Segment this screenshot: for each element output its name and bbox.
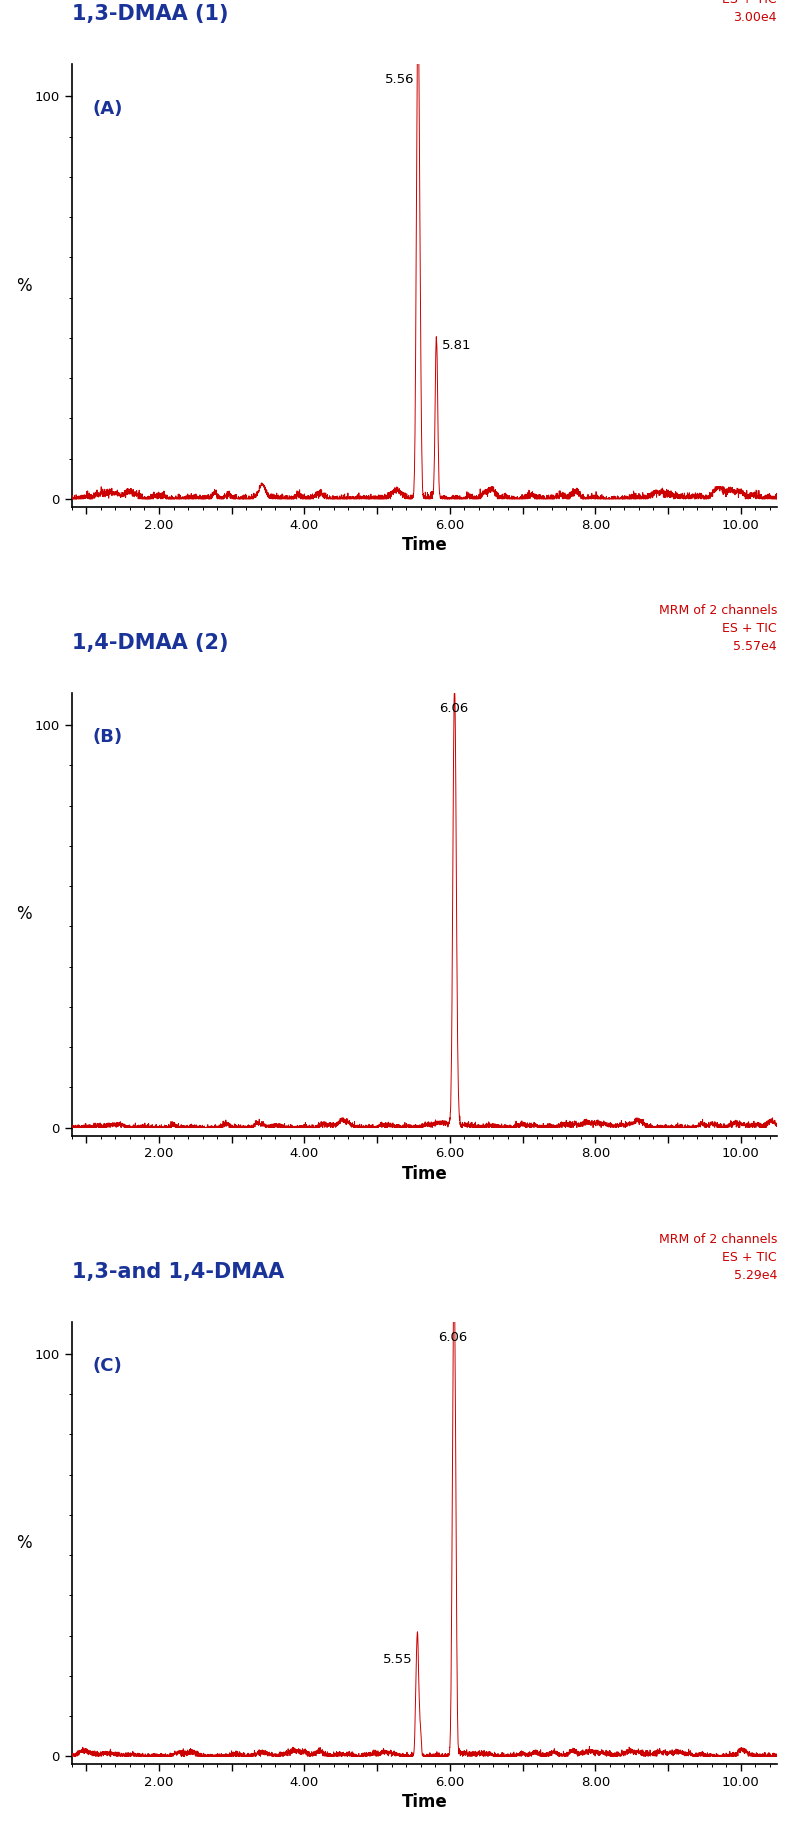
Text: 1,3-DMAA (1): 1,3-DMAA (1) xyxy=(72,4,228,24)
Text: 1,4-DMAA (2): 1,4-DMAA (2) xyxy=(72,633,228,653)
Text: 5.55: 5.55 xyxy=(383,1652,412,1665)
X-axis label: Time: Time xyxy=(402,536,447,554)
Y-axis label: %: % xyxy=(16,906,31,923)
Text: (C): (C) xyxy=(93,1357,123,1376)
X-axis label: Time: Time xyxy=(402,1165,447,1183)
Text: MRM of 2 channels
ES + TIC
3.00e4: MRM of 2 channels ES + TIC 3.00e4 xyxy=(658,0,777,24)
X-axis label: Time: Time xyxy=(402,1794,447,1812)
Text: (B): (B) xyxy=(93,728,123,746)
Text: 1,3-and 1,4-DMAA: 1,3-and 1,4-DMAA xyxy=(72,1262,284,1282)
Text: (A): (A) xyxy=(93,99,124,117)
Text: 6.06: 6.06 xyxy=(439,702,468,715)
Text: MRM of 2 channels
ES + TIC
5.57e4: MRM of 2 channels ES + TIC 5.57e4 xyxy=(658,603,777,653)
Text: 6.06: 6.06 xyxy=(438,1331,467,1344)
Text: MRM of 2 channels
ES + TIC
5.29e4: MRM of 2 channels ES + TIC 5.29e4 xyxy=(658,1232,777,1282)
Y-axis label: %: % xyxy=(16,277,31,295)
Y-axis label: %: % xyxy=(16,1533,31,1552)
Text: 5.81: 5.81 xyxy=(442,339,471,352)
Text: 5.56: 5.56 xyxy=(385,73,414,86)
